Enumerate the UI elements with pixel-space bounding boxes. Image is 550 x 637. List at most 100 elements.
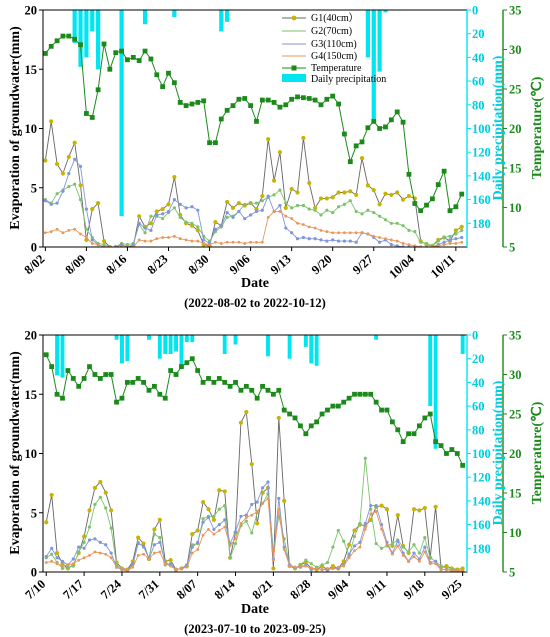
g1-point [166, 202, 171, 207]
g4-point [214, 240, 217, 244]
g2-point [109, 526, 113, 530]
g2-point [304, 558, 308, 562]
g1-point [453, 228, 458, 233]
g2-point [55, 192, 59, 196]
g1-point [109, 508, 114, 513]
series-temperature [43, 33, 465, 214]
g4-point [96, 243, 100, 247]
y-tick-label-precip: 0 [472, 4, 478, 18]
temperature-point [179, 364, 184, 369]
temperature-line [44, 35, 463, 212]
temperature-point [424, 202, 429, 208]
g2-point [295, 203, 300, 208]
legend-precipitation-swatch [282, 74, 306, 82]
g4-point [461, 569, 465, 572]
y-tick-label-left: 15 [25, 388, 38, 402]
g4-point [79, 232, 82, 236]
y-tick-label-precip: 180 [472, 542, 491, 556]
legend: G1(40cm） G2(70cm) G3(110cm) G4(150cm) Te… [282, 12, 386, 85]
temperature-point [371, 118, 377, 124]
g2-point [424, 241, 429, 246]
g4-point [88, 554, 91, 557]
g3-point [295, 237, 300, 241]
g2-point [82, 540, 86, 544]
temperature-point [324, 96, 330, 102]
temperature-point [325, 407, 330, 413]
temperature-point [189, 356, 195, 362]
g2-point [201, 517, 205, 521]
y-axis-label-temperature: Temperature(℃) [530, 401, 545, 504]
g3-point [374, 504, 378, 508]
g4-point [313, 226, 317, 230]
g1-point [277, 150, 283, 155]
temperature-point [265, 387, 271, 393]
temperature-point [130, 380, 136, 385]
g4-point [234, 537, 237, 541]
g1-point [141, 541, 146, 546]
g1-point [217, 488, 222, 493]
g3-point [277, 496, 281, 501]
g4-point [315, 567, 319, 570]
precipitation-bars [55, 335, 465, 449]
precip-bar [377, 10, 382, 72]
g3-point [119, 243, 124, 247]
g4-point [161, 236, 165, 239]
g3-point [219, 224, 223, 228]
temperature-point [289, 96, 295, 102]
g2-point [152, 532, 157, 536]
g3-point [307, 237, 311, 241]
g2-point [60, 566, 65, 571]
temperature-point [222, 380, 228, 385]
g3-point [423, 545, 427, 549]
g1-point [384, 507, 390, 512]
g3-point [217, 523, 221, 527]
temperature-point [43, 51, 48, 56]
legend-g1-marker [291, 15, 297, 21]
g3-point [43, 199, 47, 203]
g3-point [55, 201, 59, 205]
g3-point [260, 486, 265, 490]
g2-point [374, 541, 378, 546]
g4-point [185, 565, 189, 569]
temperature-point [383, 124, 388, 130]
g2-point [102, 243, 106, 247]
temperature-point [54, 391, 60, 397]
temperature-point [160, 84, 166, 90]
g4-point [260, 240, 264, 244]
g1-point [460, 566, 465, 571]
g1-point [406, 193, 412, 199]
precip-bar [163, 335, 168, 354]
g3-point [212, 527, 216, 531]
g4-point [82, 556, 86, 560]
g3-point [369, 504, 373, 508]
temperature-point [389, 419, 395, 425]
y-axis-label-left: Evaporation of groundwater(mm) [8, 26, 23, 230]
g4-point [90, 242, 94, 245]
g4-point [304, 564, 308, 568]
y-tick-label-precip: 60 [472, 400, 485, 414]
g4-point [448, 242, 452, 245]
g2-point [104, 506, 108, 510]
g3-point [412, 551, 416, 555]
temperature-point [141, 380, 146, 385]
g4-point [455, 569, 459, 572]
y-tick-label-precip: 120 [472, 471, 491, 485]
g2-point [363, 456, 367, 460]
temperature-point [314, 419, 320, 425]
g1-point [330, 563, 335, 569]
g2-point [73, 182, 77, 186]
g3-point [290, 231, 294, 235]
g4-point [228, 544, 232, 548]
g2-line [45, 458, 463, 572]
g1-line [44, 121, 462, 247]
g2-point [228, 556, 232, 560]
g4-point [378, 236, 382, 239]
g4-point [190, 239, 194, 243]
g4-point [158, 550, 162, 554]
temperature-point [108, 372, 114, 377]
g3-point [331, 238, 335, 242]
temperature-point [224, 107, 230, 113]
y-tick-label-temp: 25 [509, 83, 522, 97]
g3-point [239, 514, 243, 518]
g1-point [318, 196, 324, 201]
